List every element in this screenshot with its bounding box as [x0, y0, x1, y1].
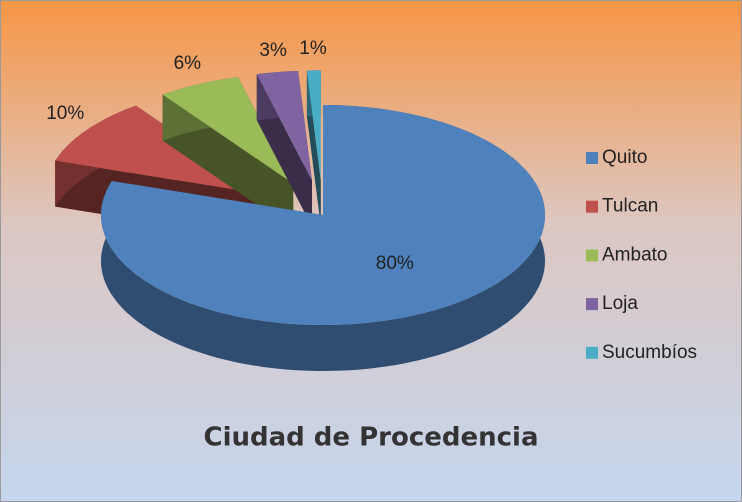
pie: 80% 10% 6% 3% 1% [46, 38, 545, 371]
legend-label: Quito [602, 147, 647, 168]
legend-swatch [586, 200, 598, 213]
legend: Quito Tulcan Ambato Loja Sucumbíos [586, 147, 697, 363]
slice [101, 105, 545, 325]
legend-swatch [586, 249, 598, 262]
legend-swatch [586, 346, 598, 359]
legend-swatch [586, 298, 598, 311]
data-label: 10% [46, 103, 84, 124]
slice [256, 71, 312, 181]
legend-label: Ambato [602, 244, 667, 265]
slice [162, 77, 294, 184]
legend-label: Loja [602, 293, 638, 314]
data-label: 3% [259, 40, 287, 61]
chart-title: Ciudad de Procedencia [203, 423, 538, 453]
data-label: 6% [174, 53, 202, 74]
data-label: 1% [299, 38, 327, 59]
legend-swatch [586, 152, 598, 164]
legend-label: Tulcan [602, 196, 658, 217]
data-label: 80% [376, 253, 414, 274]
slice [306, 70, 321, 181]
legend-label: Sucumbíos [602, 342, 697, 363]
